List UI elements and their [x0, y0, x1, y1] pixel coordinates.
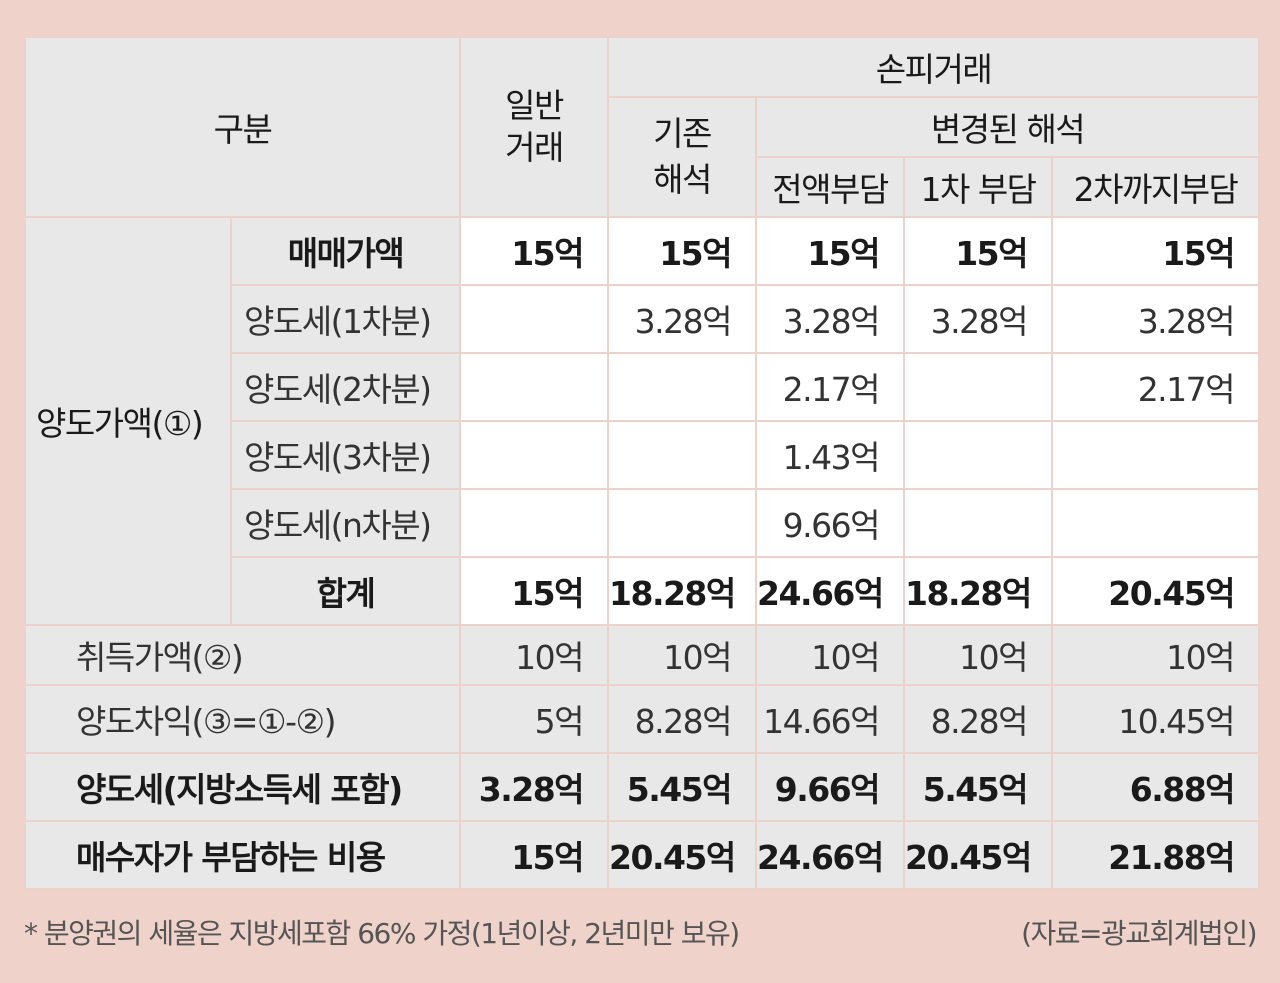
row-label: 매매가액 — [229, 216, 462, 286]
cell: 2.17억 — [755, 352, 906, 422]
cell — [459, 352, 610, 422]
cell: 15억 — [459, 216, 610, 286]
row-label: 취득가액(②) — [23, 624, 462, 686]
cell — [903, 420, 1054, 490]
header-existing: 기존 해석 — [607, 96, 758, 218]
cell: 15억 — [607, 216, 758, 286]
cell — [459, 420, 610, 490]
footnote: * 분양권의 세율은 지방세포함 66% 가정(1년이상, 2년미만 보유) — [24, 917, 740, 950]
cell: 10억 — [1051, 624, 1261, 686]
cell: 2.17억 — [1051, 352, 1261, 422]
cell: 10억 — [459, 624, 610, 686]
cell: 9.66억 — [755, 752, 906, 822]
cell: 3.28억 — [755, 284, 906, 354]
cell: 14.66억 — [755, 684, 906, 754]
cell: 20.45억 — [607, 820, 758, 890]
cell: 10억 — [755, 624, 906, 686]
cell — [1051, 488, 1261, 558]
cell — [1051, 420, 1261, 490]
cell: 21.88억 — [1051, 820, 1261, 890]
row-label: 양도차익(③=①-②) — [23, 684, 462, 754]
header-category: 구분 — [23, 36, 462, 218]
cell: 15억 — [1051, 216, 1261, 286]
cell: 5.45억 — [607, 752, 758, 822]
row-label: 양도세(지방소득세 포함) — [23, 752, 462, 822]
cell — [459, 488, 610, 558]
cell: 6.88억 — [1051, 752, 1261, 822]
cell: 9.66억 — [755, 488, 906, 558]
cell: 24.66억 — [755, 556, 906, 626]
cell — [607, 488, 758, 558]
cell: 24.66억 — [755, 820, 906, 890]
header-changed: 변경된 해석 — [755, 96, 1261, 158]
row-label: 매수자가 부담하는 비용 — [23, 820, 462, 890]
cell: 18.28억 — [607, 556, 758, 626]
row-label: 양도세(1차분) — [229, 284, 462, 354]
cell: 15억 — [459, 820, 610, 890]
row-label: 양도세(3차분) — [229, 420, 462, 490]
cell — [903, 488, 1054, 558]
cell: 8.28억 — [607, 684, 758, 754]
cell: 15억 — [755, 216, 906, 286]
cell: 3.28억 — [607, 284, 758, 354]
cell: 18.28억 — [903, 556, 1054, 626]
cell: 3.28억 — [459, 752, 610, 822]
cell: 5.45억 — [903, 752, 1054, 822]
cell — [459, 284, 610, 354]
cell: 10.45억 — [1051, 684, 1261, 754]
cell — [903, 352, 1054, 422]
tax-comparison-table: 구분 일반 거래 손피거래 기존 해석 변경된 해석 전액부담 1차 부담 2차… — [23, 36, 1261, 890]
cell: 5억 — [459, 684, 610, 754]
cell — [607, 352, 758, 422]
cell: 15억 — [903, 216, 1054, 286]
cell: 10억 — [903, 624, 1054, 686]
header-general: 일반 거래 — [459, 36, 610, 218]
cell: 20.45억 — [903, 820, 1054, 890]
cell: 20.45억 — [1051, 556, 1261, 626]
header-sub-second: 2차까지부담 — [1051, 156, 1261, 218]
row-label: 합계 — [229, 556, 462, 626]
header-loss: 손피거래 — [607, 36, 1261, 98]
header-sub-full: 전액부담 — [755, 156, 906, 218]
row-label: 양도세(2차분) — [229, 352, 462, 422]
header-sub-first: 1차 부담 — [903, 156, 1054, 218]
cell — [607, 420, 758, 490]
cell: 1.43억 — [755, 420, 906, 490]
cell: 15억 — [459, 556, 610, 626]
cell: 3.28억 — [903, 284, 1054, 354]
group-label: 양도가액(①) — [24, 216, 232, 626]
cell: 8.28억 — [903, 684, 1054, 754]
cell: 10억 — [607, 624, 758, 686]
row-label: 양도세(n차분) — [229, 488, 462, 558]
source-credit: (자료=광교회계법인) — [1021, 917, 1257, 950]
cell: 3.28억 — [1051, 284, 1261, 354]
